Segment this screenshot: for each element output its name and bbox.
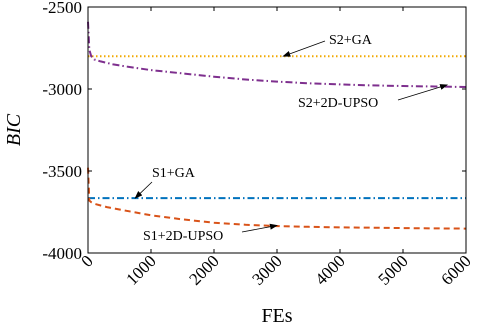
annotations: S2+GA S2+2D-UPSO S1+GA S1+2D-UPSO bbox=[134, 33, 449, 244]
annotation-arrow-s1-2d-upso bbox=[241, 223, 278, 233]
axes-box bbox=[87, 6, 467, 254]
plot-lines bbox=[87, 21, 467, 230]
annotation-arrow-s1-ga bbox=[134, 181, 153, 199]
x-tick-label: 2000 bbox=[185, 251, 222, 288]
annotation-s2-2d-upso: S2+2D-UPSO bbox=[298, 96, 378, 111]
y-tick-label: -4000 bbox=[42, 244, 82, 263]
x-tick-label: 0 bbox=[77, 251, 96, 270]
x-tick-label: 4000 bbox=[311, 251, 348, 288]
annotation-arrow-s2-2d-upso bbox=[397, 84, 449, 101]
x-tick-label: 3000 bbox=[248, 251, 285, 288]
x-tick-label: 5000 bbox=[374, 251, 411, 288]
series-line-s2-2d-upso bbox=[87, 21, 467, 88]
series-line-s1-2d-upso bbox=[87, 167, 467, 230]
annotation-s1-ga: S1+GA bbox=[152, 166, 196, 181]
annotation-s1-2d-upso: S1+2D-UPSO bbox=[143, 229, 223, 244]
y-tick-label: -3500 bbox=[42, 162, 82, 181]
x-tick-label: 6000 bbox=[437, 251, 474, 288]
x-tick-label: 1000 bbox=[122, 251, 159, 288]
y-tick-label: -2500 bbox=[42, 0, 82, 17]
y-tick-label: -3000 bbox=[42, 80, 82, 99]
x-axis-title: FEs bbox=[261, 305, 292, 327]
ticks bbox=[87, 6, 467, 254]
annotation-s2-ga: S2+GA bbox=[329, 33, 373, 48]
y-axis-title: BIC bbox=[3, 113, 25, 146]
annotation-arrow-s2-ga bbox=[282, 40, 326, 57]
